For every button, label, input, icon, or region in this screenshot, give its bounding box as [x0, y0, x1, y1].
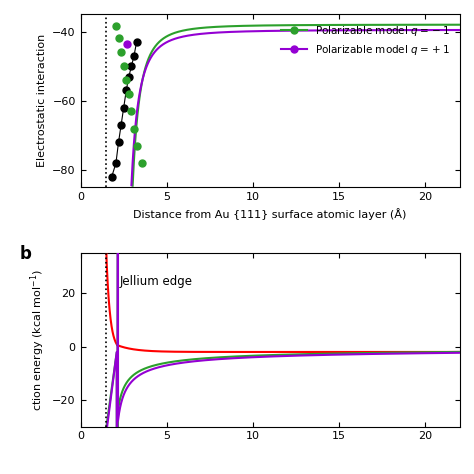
X-axis label: Distance from Au {111} surface atomic layer (Å): Distance from Au {111} surface atomic la…	[134, 208, 407, 220]
Legend: Polarizable model $q = -1$, Polarizable model $q = +1$: Polarizable model $q = -1$, Polarizable …	[277, 19, 455, 61]
Y-axis label: ction energy (kcal mol$^{-1}$): ction energy (kcal mol$^{-1}$)	[28, 269, 46, 411]
Y-axis label: Electrostatic interaction: Electrostatic interaction	[36, 34, 46, 167]
Text: b: b	[20, 245, 32, 263]
Text: Jellium edge: Jellium edge	[120, 274, 193, 288]
